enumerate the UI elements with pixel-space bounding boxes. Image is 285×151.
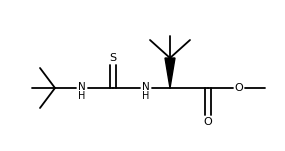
Text: H: H — [78, 91, 86, 101]
Text: S: S — [109, 53, 117, 63]
Text: N: N — [142, 82, 150, 92]
Polygon shape — [165, 58, 175, 88]
Text: O: O — [235, 83, 243, 93]
Text: H: H — [142, 91, 150, 101]
Text: N: N — [78, 82, 86, 92]
Text: O: O — [203, 117, 212, 127]
